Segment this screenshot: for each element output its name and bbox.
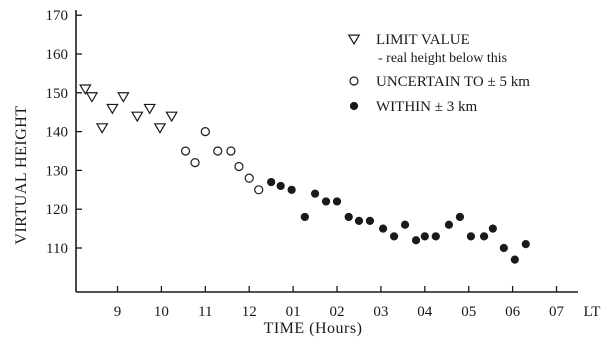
data-point [254,185,264,195]
x-tick-label: 07 [549,304,565,320]
axis-ticks: 110 120 130 140 150 160 170 9 10 11 12 01 02 03 04 05 06… [46,8,565,320]
data-point [344,212,353,222]
data-point [234,161,244,172]
x-tick-label: 06 [505,304,521,320]
x-tick-label: 10 [154,304,169,320]
data-point [431,232,440,241]
data-point [488,224,497,233]
x-tick-label: 02 [330,304,345,320]
data-point [510,255,519,264]
legend-marker [349,76,359,86]
data-point [332,197,342,206]
y-tick-label: 120 [46,202,69,218]
x-tick-label: 11 [198,304,212,320]
data-point [379,224,388,233]
data-point [85,92,99,103]
legend: LIMIT VALUE - real height below this UNCER… [347,32,530,115]
y-tick-label: 150 [46,86,69,102]
data-point [411,236,421,245]
x-tick-label: 03 [373,304,388,320]
axes [75,10,578,293]
y-tick-label: 160 [46,47,69,63]
y-tick-label: 130 [46,163,69,179]
data-point [244,173,254,183]
data-point [190,158,200,168]
legend-label: WITHIN ± 3 km [376,99,477,115]
data-point [106,103,119,115]
data-point [79,84,92,96]
data-point [365,216,375,225]
data-point [300,212,309,222]
data-point [466,232,476,241]
x-tick-label: 9 [114,304,122,320]
data-points [79,84,530,264]
x-tick-label: 04 [417,304,433,320]
y-tick-label: 170 [46,8,69,24]
legend-marker [349,101,359,111]
data-point [444,220,454,229]
legend-label: UNCERTAIN TO ± 5 km [376,74,530,90]
x-tick-label: 01 [286,304,301,320]
data-point [226,146,236,156]
data-point [287,185,296,194]
data-point [276,181,285,191]
data-point [180,146,191,156]
data-point [521,240,530,249]
data-point [499,243,508,253]
data-point [354,216,364,225]
data-point [200,127,210,137]
x-tick-label: 12 [242,304,257,320]
data-point [389,232,399,241]
x-axis-title: TIME (Hours) [264,320,363,337]
data-point [400,220,410,229]
data-point [131,111,144,123]
data-point [153,123,167,134]
data-point [455,212,465,222]
legend-sublabel: - real height below this [378,51,507,66]
legend-marker [347,34,361,46]
x-axis-unit-label: LT [584,304,601,320]
legend-label: LIMIT VALUE [376,32,470,48]
y-tick-label: 140 [46,125,69,141]
data-point [95,123,109,134]
data-point [479,232,489,241]
data-point [267,177,276,187]
data-point [310,189,320,198]
y-tick-label: 110 [46,241,68,257]
x-tick-label: 05 [461,304,476,320]
data-point [213,146,223,156]
data-point [420,232,429,241]
data-point [117,92,130,103]
data-point [143,103,156,115]
data-point [321,197,331,206]
data-point [165,111,178,123]
y-axis-title: VIRTUAL HEIGHT [13,105,30,244]
